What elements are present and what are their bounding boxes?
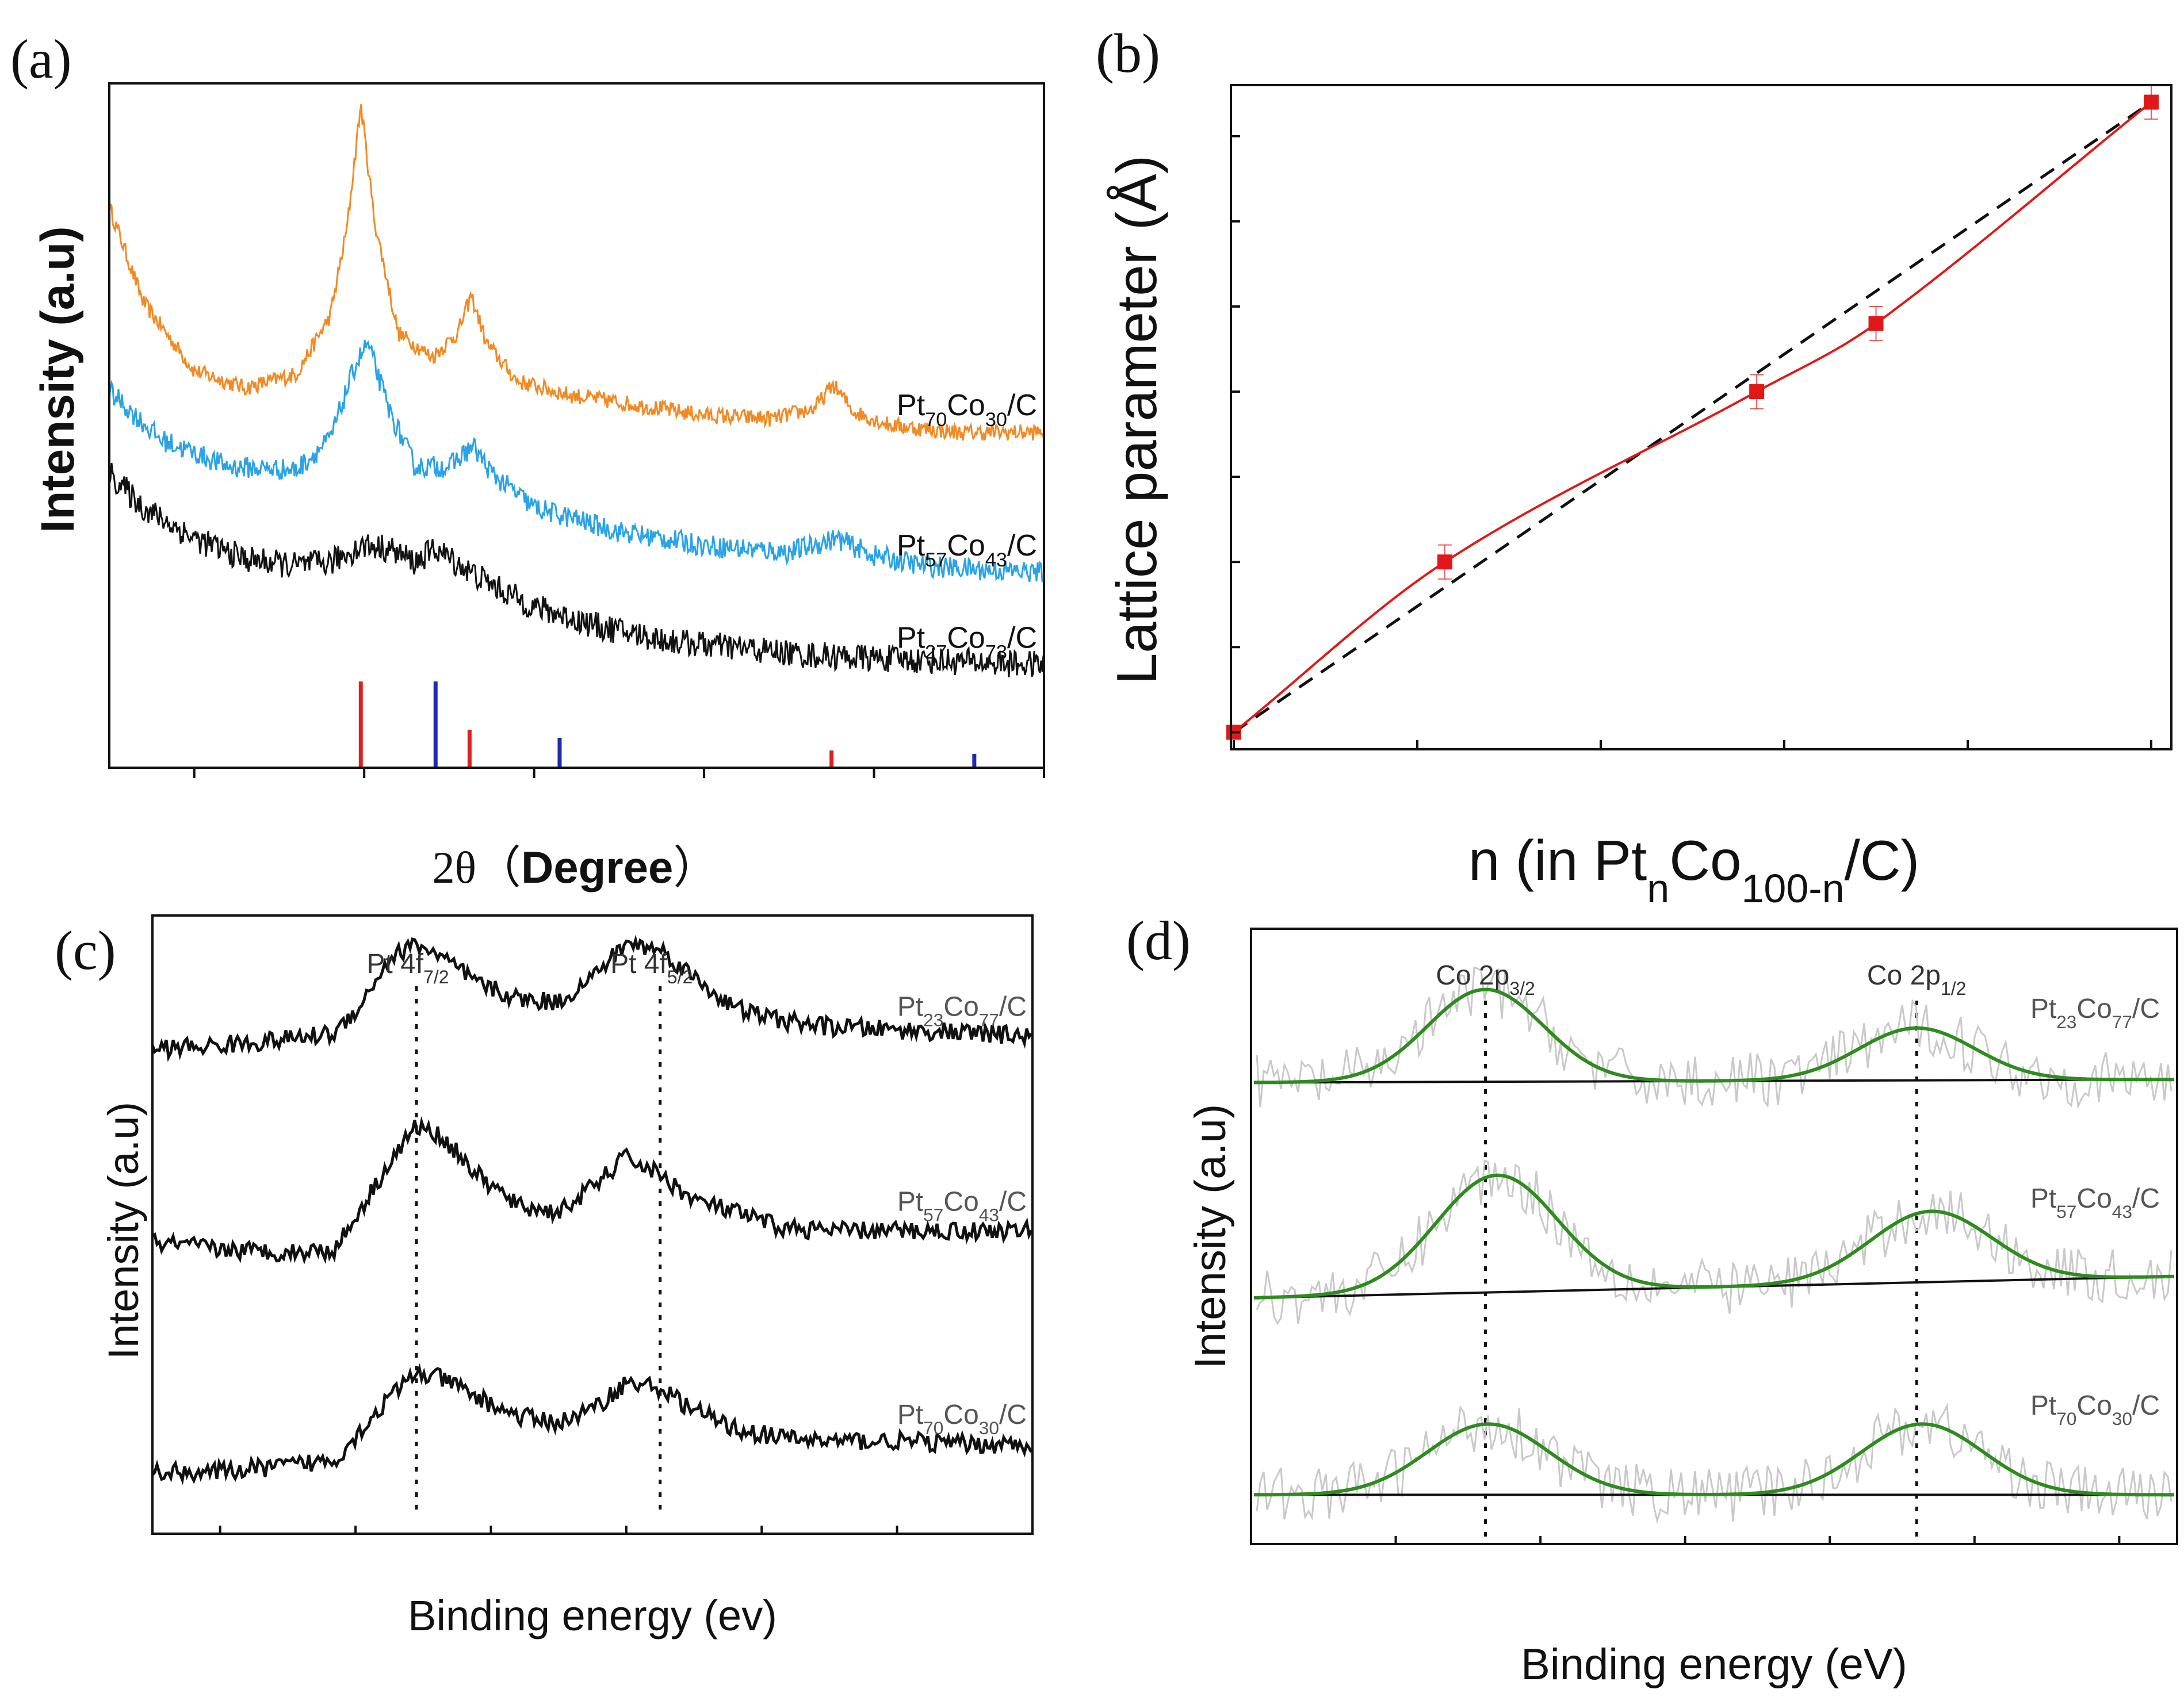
d-x-ticks — [1250, 1536, 2121, 1544]
b-data-point — [1437, 554, 1452, 570]
d-y-axis-title: Intensity (a.u) — [1186, 1104, 1235, 1369]
panel-b-label: (b) — [1096, 22, 1160, 84]
a-plot-area: Pt70Co30/C Pt57Co43/C Pt27Co73/C — [108, 104, 1045, 768]
panel-a-xrd: (a) Pt70Co30/C Pt57Co43/C Pt27Co73/C 2θ（De… — [10, 28, 1045, 892]
b-x-axis-title: n (in PtnCo100-n/C) — [1468, 829, 1919, 911]
d-x-axis-title: Binding energy (eV) — [1521, 1640, 1907, 1689]
panel-b-lattice: (b) n (in PtnCo100-n/C) Lattice paramete… — [1096, 22, 2172, 911]
c-plot-area: Pt23Co77/C Pt57Co43/C Pt70Co30/C Pt 4f7/2 Pt… — [151, 934, 1033, 1516]
c-peak-annotation: Pt 4f7/2 — [366, 949, 449, 987]
d-series-label: Pt57Co43/C — [2030, 1183, 2160, 1222]
d-fit-envelope — [1254, 987, 2174, 1085]
b-vegard-dashed-line — [1233, 101, 2152, 734]
d-series-label: Pt70Co30/C — [2030, 1390, 2160, 1429]
d-plot-area: Pt23Co77/C Pt57Co43/C Pt70Co30/C Co 2p3/2 Co… — [1253, 960, 2175, 1544]
a-series-line — [108, 339, 1044, 583]
b-data-point — [1868, 316, 1884, 331]
c-y-axis-title: Intensity (a.u) — [100, 1102, 147, 1359]
c-peak-annotation: Pt 4f5/2 — [610, 949, 693, 987]
panel-d-co2p: (d) Pt23Co77/C Pt57Co43/C Pt70Co30/C Co 2p3… — [1126, 910, 2178, 1689]
c-x-ticks — [219, 1526, 1034, 1534]
panel-c-pt4f: (c) Pt23Co77/C Pt57Co43/C Pt70Co30/C Pt 4f7… — [55, 914, 1034, 1639]
a-series-label: Pt70Co30/C — [897, 389, 1037, 431]
a-y-axis-title: Intensity (a.u) — [32, 226, 84, 533]
d-series-label: Pt23Co77/C — [2030, 994, 2160, 1032]
a-axes-frame — [108, 82, 1045, 769]
d-fit-envelope — [1253, 1173, 2175, 1300]
a-series-label: Pt27Co73/C — [897, 622, 1037, 664]
a-x-ticks — [193, 768, 1045, 778]
panel-a-label: (a) — [10, 28, 72, 90]
d-axes-frame — [1250, 928, 2178, 1545]
panel-c-label: (c) — [55, 920, 116, 981]
c-series-line — [151, 1363, 1033, 1485]
c-series-line — [151, 934, 1033, 1062]
b-axes-frame — [1230, 84, 2172, 750]
c-series-label: Pt57Co43/C — [897, 1186, 1027, 1225]
d-fit-envelope — [1254, 1422, 2174, 1497]
b-ticks — [1231, 135, 2152, 749]
c-series-label: Pt23Co77/C — [897, 992, 1027, 1031]
a-x-axis-title: 2θ（Degree） — [433, 842, 718, 892]
b-y-axis-title: Lattice parameter (Å) — [1105, 155, 1168, 684]
b-data-point — [1749, 384, 1765, 400]
d-peak-annotation: Co 2p3/2 — [1436, 960, 1535, 999]
d-raw-spectrum — [1256, 966, 2172, 1110]
d-raw-spectrum — [1256, 1403, 2172, 1524]
a-series-line — [108, 104, 1045, 441]
b-data-point — [2144, 94, 2159, 110]
c-x-axis-title: Binding energy (ev) — [408, 1592, 777, 1639]
d-peak-annotation: Co 2p1/2 — [1867, 960, 1967, 999]
a-series-label: Pt57Co43/C — [897, 529, 1037, 571]
c-series-line — [151, 1116, 1033, 1265]
c-axes-frame — [151, 914, 1034, 1535]
b-plot-area — [1226, 85, 2159, 740]
c-series-label: Pt70Co30/C — [897, 1400, 1027, 1438]
panel-d-label: (d) — [1126, 910, 1191, 971]
a-series-line — [108, 462, 1045, 677]
